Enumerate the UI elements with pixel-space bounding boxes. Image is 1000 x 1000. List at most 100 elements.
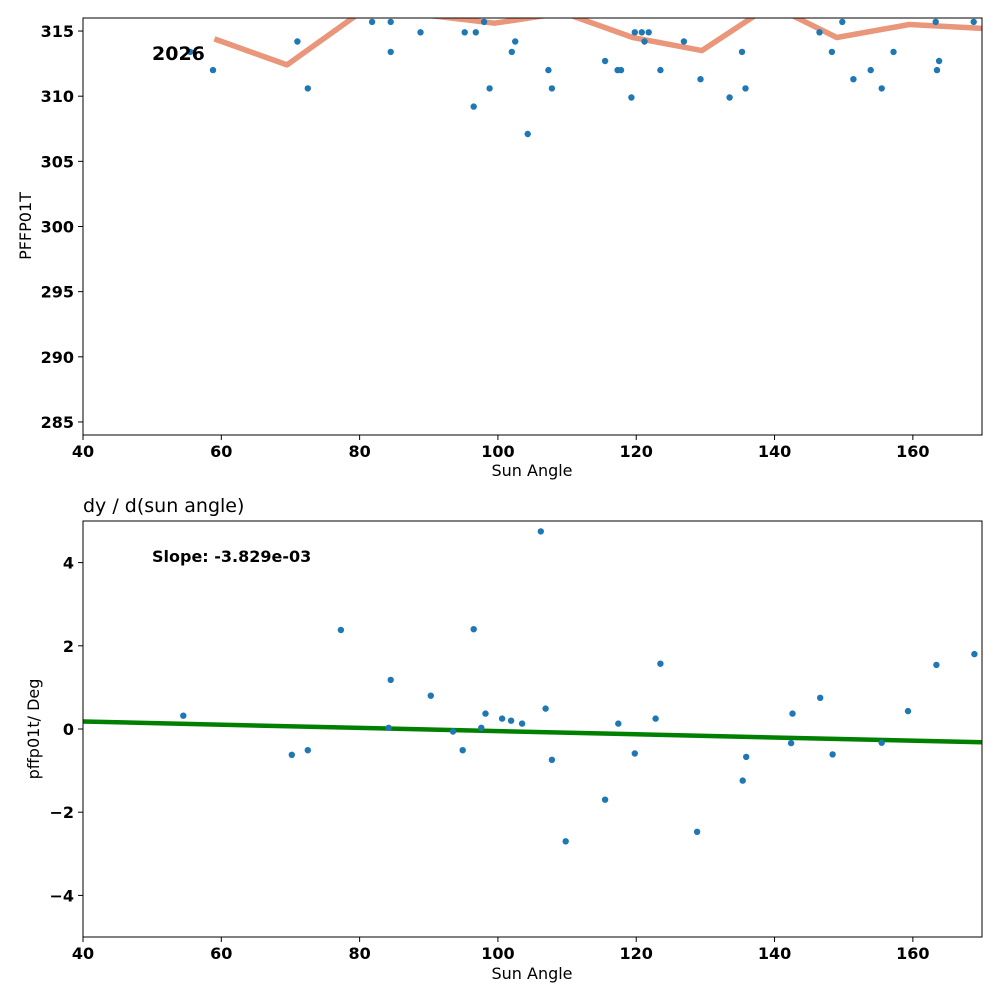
bottom-chart-point (601, 796, 609, 803)
top-chart-point (742, 85, 749, 92)
bottom-chart-x-tick-label: 100 (481, 944, 514, 963)
top-chart-point (878, 85, 885, 92)
bottom-chart-point (829, 751, 836, 758)
bottom-chart-trend-line (83, 719, 982, 745)
top-chart-point (839, 18, 846, 26)
top-chart-point (512, 38, 519, 45)
top-chart-y-tick-label: 315 (41, 22, 74, 41)
bottom-chart-y-tick-label: −2 (49, 803, 74, 822)
bottom-chart-point (817, 694, 824, 701)
bottom-chart-point (693, 828, 701, 835)
bottom-chart-point (385, 724, 392, 731)
top-chart-point (631, 29, 638, 36)
bottom-chart-point (478, 724, 485, 731)
top-chart-point (368, 18, 376, 26)
top-chart-x-tick-label: 160 (896, 442, 929, 461)
bottom-chart-point (652, 715, 659, 722)
top-chart-point (697, 76, 704, 83)
top-chart-point (641, 38, 648, 45)
bottom-chart-point (449, 728, 457, 735)
top-chart: 40 60 80 100 120 140 160285290295300305310315 … (16, 17, 983, 480)
bottom-chart-point (971, 650, 978, 658)
top-chart-y-tick-label: 305 (41, 152, 74, 171)
bottom-chart-title: dy / d(sun angle) (83, 495, 244, 517)
top-chart-y-tick-label: 290 (41, 348, 74, 367)
bottom-chart-point (304, 747, 311, 754)
top-chart-point (472, 29, 479, 36)
bottom-chart-point (427, 692, 434, 699)
top-chart-y-tick-label: 285 (41, 413, 74, 432)
bottom-chart-point (878, 739, 885, 746)
bottom-chart-y-tick-label: 0 (63, 720, 74, 739)
bottom-chart-point (337, 626, 345, 634)
bottom-chart-point (459, 747, 466, 754)
top-chart-point (816, 29, 823, 36)
bottom-chart-point (631, 750, 638, 757)
top-chart-point (850, 76, 857, 83)
top-chart-point (970, 18, 977, 26)
top-chart-y-axis-label: PFFP01T (16, 192, 35, 260)
bottom-chart-x-tick-label: 160 (896, 944, 929, 963)
top-chart-point (187, 48, 194, 56)
top-chart-x-tick-label: 80 (348, 442, 370, 461)
bottom-chart-point (537, 528, 544, 535)
top-chart-point (461, 29, 468, 36)
top-chart-point (304, 85, 311, 92)
bottom-chart-x-axis-label: Sun Angle (491, 964, 572, 983)
top-chart-point (738, 48, 746, 56)
top-chart-point (601, 57, 609, 65)
bottom-chart-point (470, 626, 477, 633)
top-chart-point (680, 38, 688, 45)
top-chart-point (645, 29, 652, 36)
bottom-chart-y-tick-label: 4 (63, 554, 74, 573)
top-chart-point (628, 94, 635, 101)
bottom-chart-y-tick-label: −4 (49, 886, 74, 905)
top-chart-point (387, 48, 394, 56)
bottom-chart-y-tick-label: 2 (63, 637, 74, 656)
bottom-chart-point (548, 756, 556, 763)
top-chart-plot-area (187, 18, 982, 138)
bottom-chart-point (482, 710, 489, 717)
top-chart-x-tick-label: 60 (210, 442, 232, 461)
bottom-chart-point (787, 739, 795, 747)
bottom-chart-x-tick-label: 120 (620, 944, 653, 963)
top-chart-annotation: 2026 (152, 43, 205, 65)
top-chart-point (417, 29, 424, 36)
bottom-chart-point (615, 720, 622, 727)
bottom-chart-point (657, 660, 664, 667)
top-chart-point (932, 18, 939, 26)
bottom-chart-annotation: Slope: -3.829e-03 (152, 547, 311, 566)
bottom-chart-x-tick-label: 80 (348, 944, 370, 963)
top-chart-y-tick-label: 300 (41, 218, 74, 237)
top-chart-point (935, 57, 943, 65)
bottom-chart-point (507, 717, 515, 724)
top-chart-x-tick-label: 40 (72, 442, 94, 461)
bottom-chart-point (739, 777, 746, 784)
bottom-chart-point (387, 676, 394, 684)
top-chart-y-tick-label: 295 (41, 283, 74, 302)
top-chart-point (657, 66, 664, 74)
top-chart-point (867, 66, 874, 74)
top-chart-point (508, 48, 515, 56)
top-chart-ticks: 40 60 80 100 120 140 160 285 290 295 300 305 310 315 (41, 22, 930, 461)
top-chart-point (548, 85, 556, 92)
top-chart-point (209, 66, 217, 74)
bottom-chart-plot-area (83, 528, 982, 845)
top-chart-point (486, 85, 493, 92)
bottom-chart-point (933, 661, 940, 669)
top-chart-x-axis-label: Sun Angle (491, 461, 572, 480)
bottom-chart-point (498, 715, 506, 722)
bottom-chart-point (288, 751, 295, 758)
bottom-chart-point (542, 705, 549, 712)
top-chart-y-tick-label: 310 (41, 87, 74, 106)
bottom-chart-ticks: 40 60 80 100 120 140 160 −4 −2 0 2 4 (49, 554, 929, 963)
top-chart-point (480, 18, 488, 26)
top-chart-point (617, 66, 625, 74)
top-chart-point (638, 29, 645, 36)
bottom-chart-x-tick-label: 40 (72, 944, 94, 963)
bottom-chart-point (904, 707, 912, 715)
bottom-chart-point (518, 720, 526, 727)
top-chart-point (726, 94, 733, 101)
